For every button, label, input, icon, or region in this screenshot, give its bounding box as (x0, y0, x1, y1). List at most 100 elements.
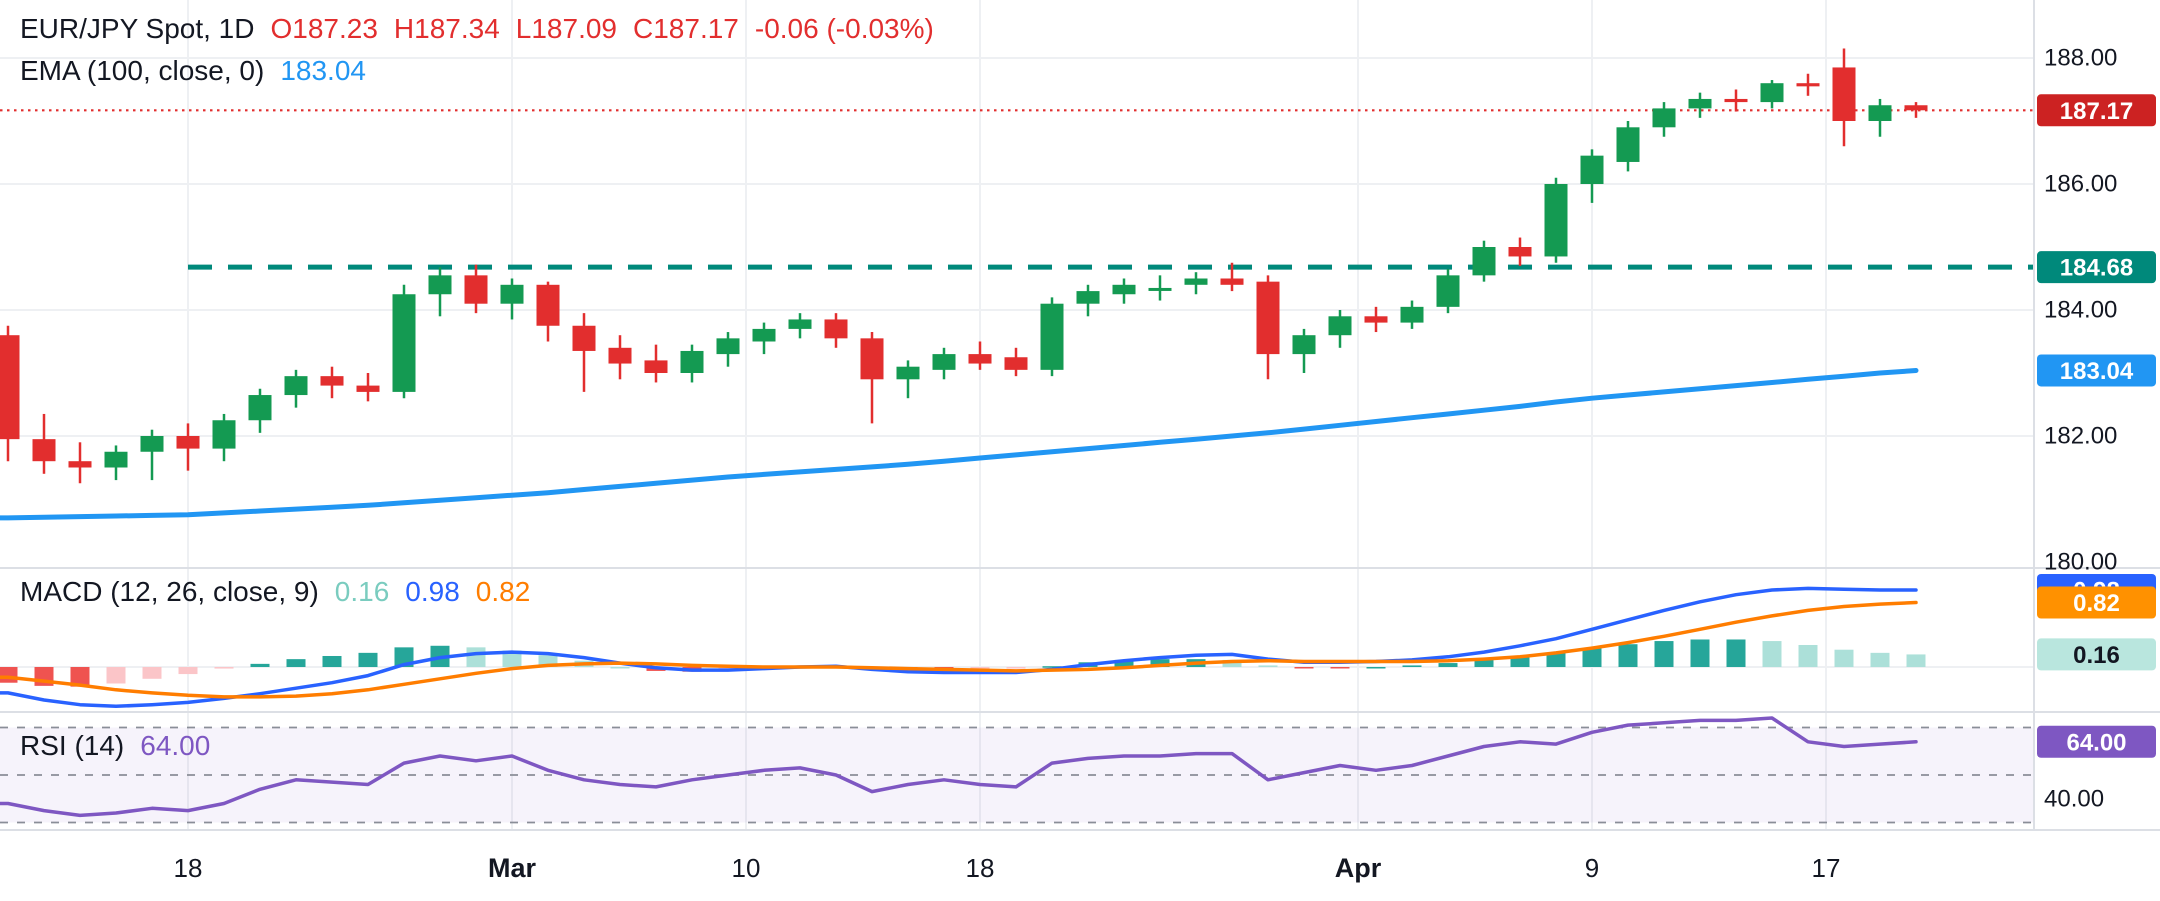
macd-histogram-bar (178, 667, 198, 675)
rsi-band (0, 727, 2034, 823)
candle-body (140, 436, 164, 452)
macd-histogram-bar (250, 663, 270, 667)
ohlc-high: H187.34 (393, 13, 500, 44)
candle-body (1112, 284, 1136, 295)
macd-histogram-bar (1762, 641, 1782, 667)
macd-histogram-bar (1258, 665, 1278, 667)
symbol-legend[interactable]: EUR/JPY Spot, 1D O187.23 H187.34 L187.09 C18… (20, 12, 934, 46)
candle-body (32, 439, 56, 462)
ema-label: EMA (100, close, 0) (20, 55, 265, 86)
macd-hist-badge (2037, 638, 2156, 671)
macd-histogram-bar (70, 667, 90, 687)
ema-value-badge-text: 183.04 (2060, 358, 2134, 385)
macd-histogram-bar (1726, 639, 1746, 667)
candle-body (1004, 357, 1028, 370)
support-level-badge-text: 184.68 (2060, 255, 2133, 282)
candle-body (176, 436, 200, 449)
candle-body (752, 328, 776, 342)
axis-label: 184.00 (2044, 297, 2117, 324)
macd-histogram-bar (1042, 666, 1062, 668)
candle-body (248, 395, 272, 421)
last-price-badge (2037, 94, 2156, 127)
candle-body (824, 319, 848, 339)
candle-body (1256, 281, 1280, 355)
time-axis-label[interactable]: 9 (1585, 853, 1599, 883)
candle-body (1544, 184, 1568, 257)
macd-legend[interactable]: MACD (12, 26, close, 9) 0.16 0.98 0.82 (20, 575, 530, 609)
candle-body (860, 338, 884, 380)
candle-body (1580, 155, 1604, 184)
candle-body (1364, 316, 1388, 323)
candle-body (104, 451, 128, 468)
macd-histogram-bar (1510, 655, 1530, 667)
rsi-value-badge-text: 64.00 (2066, 729, 2126, 756)
macd-histogram-bar (1438, 663, 1458, 667)
candle-body (1508, 247, 1532, 257)
candle-body (1040, 303, 1064, 370)
candle-body (1760, 83, 1784, 103)
candle-body (572, 325, 596, 351)
ema-line (0, 368, 1919, 521)
last-price-badge-text: 187.17 (2060, 98, 2133, 125)
candle-body (644, 360, 668, 373)
candle-body (1292, 335, 1316, 355)
ohlc-low: L187.09 (515, 13, 617, 44)
macd-histogram-bar (1582, 648, 1602, 667)
candle-body (968, 354, 992, 364)
macd-histogram-bar (1906, 654, 1926, 667)
macd-histogram-bar (1834, 649, 1854, 667)
macd-signal-badge (2037, 586, 2156, 619)
macd-histogram-bar (1690, 639, 1710, 667)
candle-body (1904, 105, 1928, 111)
candle-body (680, 350, 704, 373)
candle-body (464, 275, 488, 304)
candle-body (1328, 316, 1352, 336)
time-axis-label[interactable]: 17 (1812, 853, 1841, 883)
macd-histogram-bar (1006, 667, 1026, 669)
time-axis-label[interactable]: Apr (1335, 853, 1382, 883)
candle-body (1832, 67, 1856, 121)
candle-body (428, 275, 452, 295)
axis-label: 180.00 (2044, 549, 2117, 576)
ema-value: 183.04 (280, 55, 366, 86)
candle-body (1184, 278, 1208, 285)
macd-histogram-bar (1618, 644, 1638, 667)
candle-body (212, 420, 236, 449)
macd-histogram-bar (1870, 652, 1890, 667)
macd-histogram-bar (1366, 667, 1386, 669)
time-axis-label[interactable]: Mar (488, 853, 537, 883)
candle-body (1472, 247, 1496, 276)
ohlc-close: C187.17 (633, 13, 739, 44)
macd-histogram-bar (142, 667, 162, 679)
price-change: -0.06 (-0.03%) (754, 13, 934, 44)
candle-body (68, 461, 92, 468)
candle-body (1796, 83, 1820, 87)
candle-body (500, 284, 524, 304)
time-axis-label[interactable]: 18 (174, 853, 203, 883)
macd-histogram-bar (214, 667, 234, 669)
candle-body (608, 347, 632, 364)
macd-histogram-bar (1402, 665, 1422, 667)
macd-signal-badge-text: 0.82 (2073, 590, 2120, 617)
macd-histogram-bar (502, 650, 522, 667)
symbol-title: EUR/JPY Spot, 1D (20, 13, 255, 44)
candle-body (1688, 98, 1712, 109)
rsi-legend[interactable]: RSI (14) 64.00 (20, 729, 210, 763)
candle-body (932, 354, 956, 370)
macd-histogram-bar (1294, 667, 1314, 669)
macd-histogram-bar (1798, 644, 1818, 667)
axis-label: 182.00 (2044, 423, 2117, 450)
macd-line-value: 0.98 (405, 576, 460, 607)
candle-body (1076, 291, 1100, 304)
macd-histogram-bar (1330, 667, 1350, 669)
macd-histogram-bar (1114, 659, 1134, 667)
candle-body (0, 335, 20, 440)
time-axis-label[interactable]: 18 (966, 853, 995, 883)
macd-histogram-bar (286, 659, 306, 667)
candle-body (1220, 278, 1244, 285)
ema-legend[interactable]: EMA (100, close, 0) 183.04 (20, 54, 366, 88)
time-axis-label[interactable]: 10 (732, 853, 761, 883)
candle-body (1148, 287, 1172, 291)
candle-body (1724, 98, 1748, 103)
